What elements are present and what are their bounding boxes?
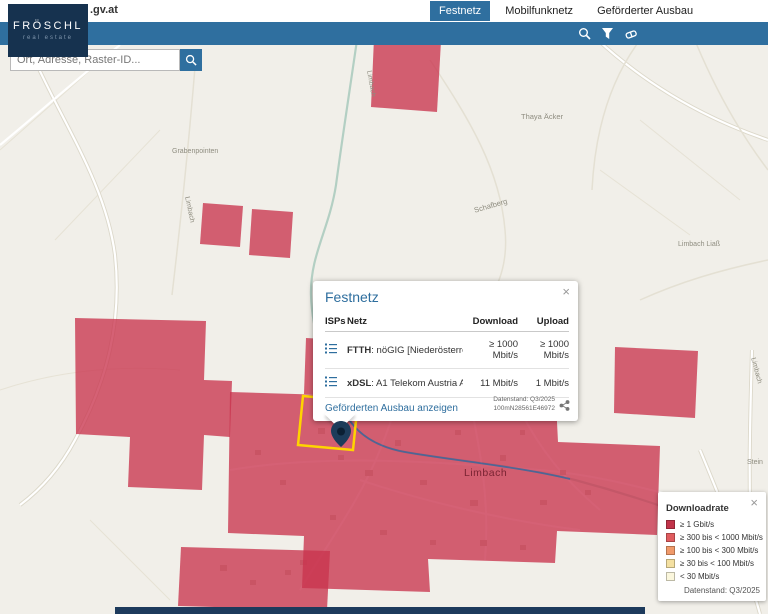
col-download: Download [472,316,518,327]
legend-item: ≥ 300 bis < 1000 Mbit/s [666,533,763,542]
table-row-xdsl: xDSL: A1 Telekom Austria AG 11 Mbit/s 1 … [325,369,569,398]
datenstand-text: Datenstand: Q3/2025 100mN28561E46972 [493,396,555,413]
legend-swatch [666,572,675,581]
netz-name: xDSL: A1 Telekom Austria AG [347,377,463,389]
tab-mobilfunknetz[interactable]: Mobilfunknetz [505,5,574,17]
festnetz-popup: Festnetz × ISPs Netz Download Upload FTT… [313,281,578,430]
tab-gefoerderter-ausbau[interactable]: Geförderter Ausbau [597,5,694,17]
download-value: 11 Mbit/s [480,377,518,389]
upload-value: 1 Mbit/s [535,377,569,389]
eraser-icon[interactable] [624,27,639,40]
search-button-icon [185,54,197,66]
footer-bar [115,607,645,614]
col-isps: ISPs [325,316,346,327]
filter-icon[interactable] [601,27,614,40]
legend-close-icon[interactable]: × [750,495,758,510]
download-rate-legend: Downloadrate × ≥ 1 Gbit/s ≥ 300 bis < 10… [658,492,766,601]
map-label-stein: Stein [747,459,763,466]
isp-list-icon[interactable] [325,343,347,357]
map-label-grabenpointen: Grabenpointen [172,148,219,155]
search-icon[interactable] [578,27,591,40]
isp-table: ISPs Netz Download Upload FTTH: nöGIG [N… [325,316,569,398]
legend-swatch [666,520,675,529]
tab-festnetz[interactable]: Festnetz [430,1,491,21]
gefoerderten-ausbau-link[interactable]: Geförderten Ausbau anzeigen [325,403,458,414]
search-button[interactable] [180,49,202,71]
location-pin [331,421,351,447]
legend-swatch [666,546,675,555]
popup-title: Festnetz [325,289,379,305]
site-domain-text: .gv.at [90,4,118,16]
top-bar [0,0,768,22]
logo: FRÖSCHL real estate [8,4,88,57]
legend-swatch [666,533,675,542]
river-town-segment [342,407,571,480]
logo-title: FRÖSCHL [12,20,84,32]
popup-close-icon[interactable]: × [562,284,570,299]
popup-footer: Geförderten Ausbau anzeigen Datenstand: … [325,396,570,414]
upload-value: ≥ 1000 Mbit/s [540,339,569,361]
toolbar-bar [0,22,768,45]
map-tools [578,27,639,40]
netz-name: FTTH: nöGIG [Niederösterreichis... [347,344,463,356]
col-upload: Upload [536,316,569,327]
isp-table-header: ISPs Netz Download Upload [325,316,569,332]
legend-item: ≥ 1 Gbit/s [666,520,760,529]
legend-swatch [666,559,675,568]
legend-datenstand: Datenstand: Q3/2025 [683,586,760,595]
isp-list-icon[interactable] [325,376,347,390]
legend-item: < 30 Mbit/s [666,572,760,581]
table-row-ftth: FTTH: nöGIG [Niederösterreichis... ≥ 100… [325,332,569,369]
legend-item: ≥ 100 bis < 300 Mbit/s [666,546,760,555]
download-value: ≥ 1000 Mbit/s [489,339,518,361]
col-netz: Netz [347,316,368,327]
share-icon[interactable] [559,399,570,411]
legend-title: Downloadrate [666,503,729,514]
map-label-thaya-aecker: Thaya Äcker [521,112,564,121]
logo-subtitle: real estate [22,35,74,41]
raster-id: 100mN28561E46972 [493,405,555,413]
map-label-limbach-town: Limbach [464,467,508,479]
main-nav: Festnetz Mobilfunknetz Geförderter Ausba… [430,0,708,22]
map-label-limbach-liass: Limbach Liaß [678,241,721,248]
legend-item: ≥ 30 bis < 100 Mbit/s [666,559,760,568]
datenstand-block: Datenstand: Q3/2025 100mN28561E46972 [493,396,570,414]
